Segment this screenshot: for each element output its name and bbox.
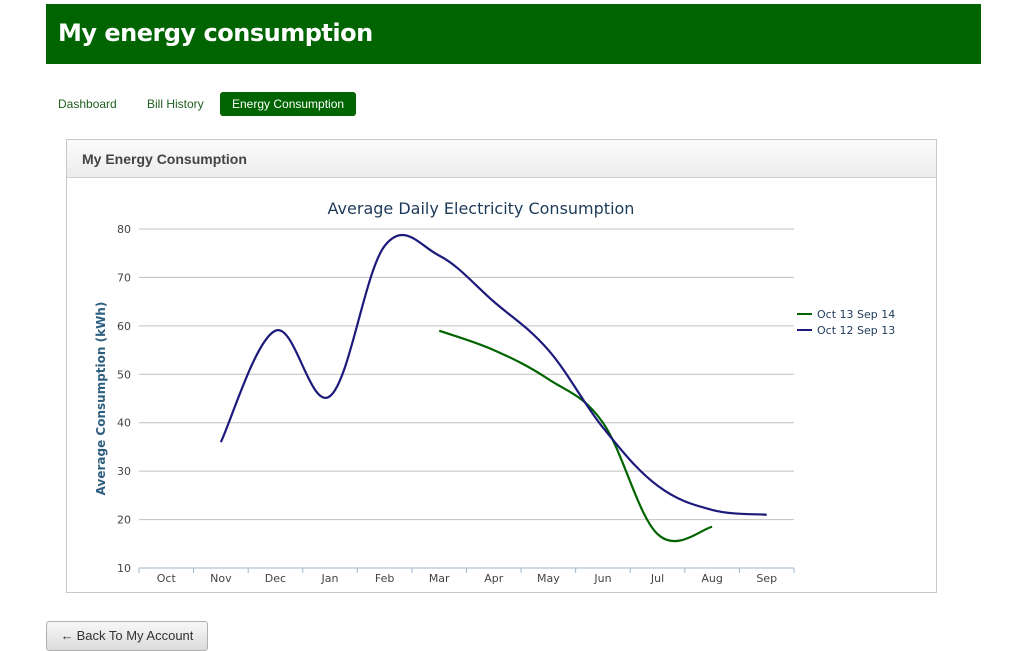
back-to-account-button[interactable]: ← Back To My Account [46,621,208,651]
consumption-panel: My Energy Consumption 10 20 30 40 50 60 70 80 Oc… [66,139,937,593]
back-button-label: Back To My Account [76,628,194,643]
tab-energy-consumption[interactable]: Energy Consumption [220,92,357,116]
page-title: My energy consumption [58,19,373,47]
panel-header: My Energy Consumption [67,140,936,178]
panel-title: My Energy Consumption [82,151,247,167]
left-arrow-icon: ← [60,628,74,643]
y-tick-label: 40 [117,417,131,430]
chart-title: Average Daily Electricity Consumption [328,199,635,218]
x-tick-label: Mar [429,572,450,585]
x-tick-label: Jan [321,572,339,585]
x-tick-label: Oct [157,572,177,585]
legend-label: Oct 12 Sep 13 [817,324,895,337]
y-tick-label: 60 [117,320,131,333]
x-tick-label: Apr [484,572,504,585]
x-tick-label: Nov [210,572,232,585]
y-axis-label: Average Consumption (kWh) [94,302,108,496]
legend-label: Oct 13 Sep 14 [817,308,895,321]
y-tick-label: 20 [117,514,131,527]
y-tick-label: 80 [117,223,131,236]
y-tick-label: 70 [117,271,131,284]
x-tick-label: Jul [650,572,664,585]
consumption-chart: 10 20 30 40 50 60 70 80 Oct Nov Dec Jan Feb Mar Apr May… [94,199,895,585]
y-tick-label: 50 [117,368,131,381]
x-tick-label: Sep [756,572,777,585]
x-tick-label: Jun [593,572,611,585]
x-tick-label: Dec [265,572,286,585]
series-line-2 [219,233,767,516]
x-tick-label: Aug [701,572,722,585]
y-tick-label: 30 [117,465,131,478]
tab-bill-history[interactable]: Bill History [147,97,204,111]
x-tick-label: Feb [375,572,394,585]
x-tick-label: May [537,572,560,585]
series-line-1 [438,329,713,542]
tab-dashboard[interactable]: Dashboard [58,97,117,111]
y-tick-label: 10 [117,562,131,575]
page-header: My energy consumption [46,4,981,64]
